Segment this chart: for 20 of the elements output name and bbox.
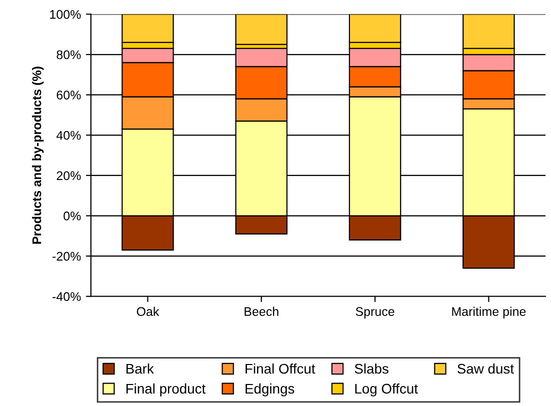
y-tick-label: -40% xyxy=(52,292,81,302)
legend-label: Bark xyxy=(126,363,154,374)
x-tick-label: Beech xyxy=(244,306,278,316)
y-tick-label: 80% xyxy=(56,50,81,60)
x-tick-label: Oak xyxy=(136,306,160,316)
x-tick-label: Maritime pine xyxy=(452,306,526,318)
y-tick-label: -20% xyxy=(52,252,81,261)
y-tick-label: 0% xyxy=(64,212,81,220)
legend-label: Final product xyxy=(126,383,206,396)
legend-label: Edgings xyxy=(246,383,294,396)
x-tick-label: Spruce xyxy=(356,307,394,318)
legend-label: Final Offcut xyxy=(246,363,316,374)
y-tick-label: 100% xyxy=(50,10,81,19)
y-tick-label: 40% xyxy=(56,130,81,140)
legend-label: Slabs xyxy=(354,363,388,374)
y-tick-label: 20% xyxy=(56,171,81,180)
legend-label: Saw dust xyxy=(458,363,514,374)
y-tick-label: 60% xyxy=(56,90,81,100)
y-axis-title: Products and by-products (%) xyxy=(32,66,44,244)
legend-label: Log Offcut xyxy=(355,383,418,396)
